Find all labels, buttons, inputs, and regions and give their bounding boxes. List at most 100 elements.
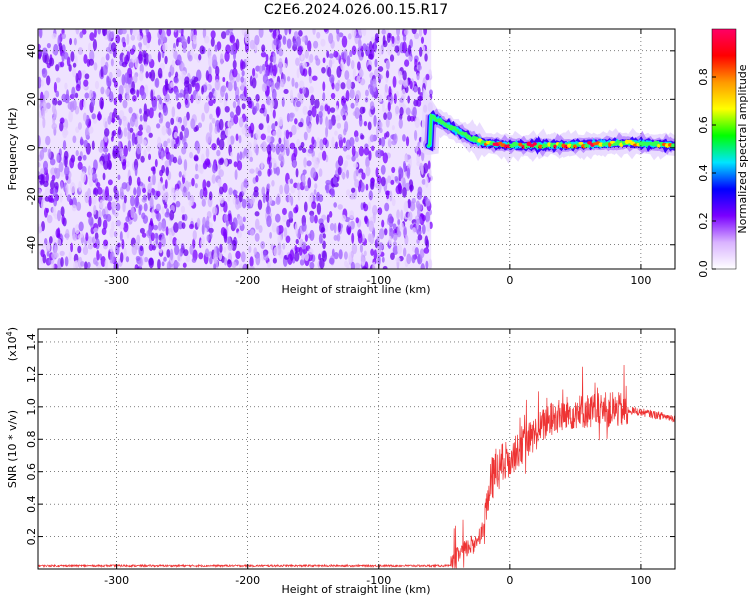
noise-blob	[296, 68, 300, 79]
noise-blob	[378, 74, 383, 80]
noise-blob	[325, 118, 330, 129]
colorbar-tick-label: 0.2	[697, 212, 710, 230]
noise-blob	[378, 46, 382, 57]
noise-blob	[389, 54, 395, 62]
noise-blob	[345, 90, 350, 102]
noise-blob	[306, 115, 311, 127]
noise-blob	[96, 249, 100, 261]
noise-blob	[61, 33, 67, 40]
noise-blob	[378, 228, 385, 240]
noise-blob	[141, 232, 147, 238]
noise-blob	[176, 121, 182, 129]
noise-blob	[72, 233, 78, 241]
figure-title: C2E6.2024.026.00.15.R17	[264, 2, 448, 18]
noise-blob	[242, 263, 247, 269]
noise-blob	[93, 188, 97, 195]
noise-blob	[362, 266, 368, 269]
noise-blob	[57, 227, 61, 238]
noise-blob	[378, 242, 383, 251]
noise-blob	[373, 249, 378, 260]
spectrogram-panel: -300 -200 -100 0 100 40 20 0 -20 -40 Height of s…	[6, 28, 676, 296]
noise-blob	[318, 152, 324, 160]
noise-blob	[363, 147, 370, 156]
noise-blob	[379, 121, 383, 129]
noise-blob	[42, 117, 46, 129]
snr-y-tick-label: 0.4	[25, 495, 38, 513]
noise-blob	[354, 178, 360, 188]
noise-blob	[72, 99, 77, 111]
noise-blob	[246, 96, 252, 105]
noise-blob	[290, 195, 294, 206]
noise-blob	[129, 29, 133, 36]
noise-blob	[106, 195, 113, 202]
noise-blob	[218, 186, 224, 195]
noise-blob	[38, 43, 41, 50]
noise-blob	[359, 78, 366, 86]
noise-blob	[89, 167, 94, 175]
noise-blob	[134, 196, 139, 208]
noise-blob	[224, 51, 230, 62]
noise-blob	[252, 105, 258, 114]
noise-blob	[72, 135, 77, 144]
noise-blob	[110, 201, 117, 209]
noise-blob	[104, 186, 109, 197]
noise-blob	[88, 126, 94, 134]
noise-blob	[402, 160, 406, 170]
noise-blob	[64, 82, 68, 90]
noise-blob	[253, 247, 258, 255]
noise-blob	[369, 233, 375, 245]
noise-blob	[73, 260, 79, 269]
noise-blob	[228, 213, 233, 226]
noise-blob	[220, 85, 225, 98]
noise-blob	[238, 191, 243, 203]
noise-blob	[148, 243, 154, 251]
noise-blob	[183, 249, 189, 257]
noise-blob	[417, 253, 421, 265]
noise-blob	[411, 29, 417, 35]
noise-blob	[417, 95, 423, 101]
spectrogram-y-axis-label: Frequency (Hz)	[6, 108, 19, 191]
noise-blob	[411, 197, 416, 204]
noise-blob	[123, 247, 127, 260]
noise-blob	[152, 245, 156, 251]
noise-blob	[406, 253, 412, 265]
noise-blob	[121, 29, 127, 35]
noise-blob	[116, 69, 122, 78]
noise-blob	[337, 155, 344, 167]
noise-blob	[272, 109, 276, 119]
noise-blob	[204, 35, 210, 44]
noise-blob	[64, 94, 70, 104]
noise-blob	[351, 187, 356, 193]
noise-blob	[353, 162, 359, 168]
noise-blob	[402, 134, 406, 142]
signal-hotspot	[451, 126, 457, 130]
noise-blob	[396, 90, 399, 98]
snr-exponent-label: (x104)	[5, 327, 19, 361]
noise-blob	[202, 216, 206, 227]
noise-blob	[429, 89, 433, 96]
noise-blob	[127, 46, 131, 52]
noise-blob	[83, 79, 89, 87]
noise-blob	[70, 242, 74, 253]
noise-blob	[309, 53, 314, 63]
noise-blob	[261, 44, 266, 53]
noise-blob	[173, 88, 179, 95]
noise-blob	[165, 121, 171, 129]
noise-blob	[260, 241, 265, 250]
noise-blob	[140, 91, 147, 100]
noise-blob	[415, 145, 419, 152]
noise-blob	[234, 169, 238, 181]
noise-blob	[176, 101, 182, 110]
colorbar-label: Normalized spectral amplitude	[736, 64, 749, 233]
noise-blob	[77, 234, 82, 240]
noise-blob	[304, 185, 309, 192]
noise-blob	[344, 160, 349, 168]
noise-blob	[295, 204, 299, 213]
noise-blob	[367, 121, 372, 131]
noise-blob	[328, 210, 333, 218]
noise-blob	[128, 106, 133, 114]
noise-blob	[291, 77, 295, 87]
noise-blob	[83, 139, 89, 148]
noise-blob	[349, 88, 355, 99]
noise-blob	[130, 206, 135, 219]
